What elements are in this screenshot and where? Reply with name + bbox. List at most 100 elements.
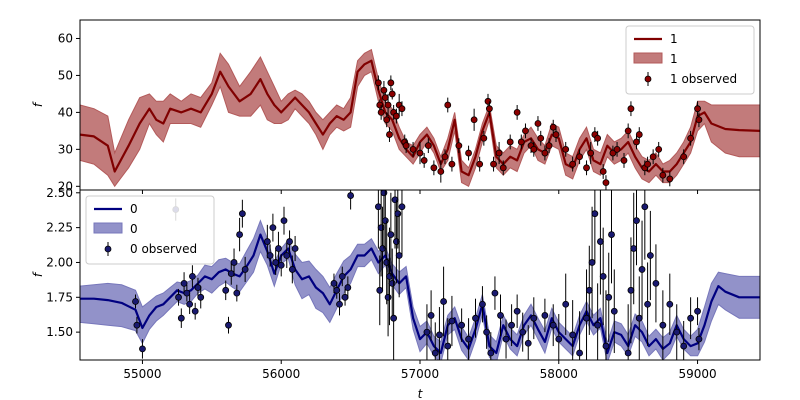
- bottom-xlabel: t: [418, 387, 424, 400]
- bottom-observed-point: [694, 307, 701, 315]
- bottom-observed-point: [591, 210, 599, 218]
- bottom-observed-point: [275, 245, 282, 252]
- bottom-observed-point: [390, 314, 398, 322]
- bottom-observed-point: [555, 335, 563, 343]
- bottom-observed-point: [177, 314, 185, 322]
- bottom-observed-point: [491, 289, 499, 297]
- bottom-observed-point: [197, 293, 205, 301]
- bottom-observed-point: [344, 284, 352, 291]
- top-legend-line-label: 1: [670, 32, 678, 46]
- top-observed-point: [420, 157, 428, 164]
- bottom-observed-point: [376, 286, 384, 294]
- bottom-observed-point: [391, 196, 399, 204]
- bottom-observed-point: [423, 328, 431, 336]
- bottom-observed-point: [608, 231, 615, 238]
- bottom-observed-point: [483, 328, 491, 336]
- bottom-observed-point: [624, 349, 632, 357]
- bottom-observed-point: [186, 300, 194, 308]
- bottom-observed-point: [659, 321, 667, 329]
- bottom-observed-point: [269, 224, 277, 232]
- top-observed-point: [437, 168, 445, 175]
- bottom-ytick-label: 2.25: [46, 221, 73, 235]
- top-observed-point: [545, 142, 553, 150]
- top-observed-point: [513, 108, 521, 116]
- bottom-observed-point: [508, 321, 515, 329]
- top-observed-point: [374, 79, 382, 87]
- bottom-legend-points-label: 0 observed: [130, 242, 197, 256]
- bottom-observed-point: [487, 349, 495, 357]
- bottom-observed-point: [180, 279, 188, 287]
- bottom-observed-point: [666, 300, 674, 308]
- top-model-line: [80, 59, 760, 177]
- bottom-observed-point: [479, 300, 486, 308]
- top-observed-point: [409, 145, 417, 153]
- bottom-observed-point: [549, 321, 557, 329]
- top-observed-point: [381, 94, 389, 102]
- top-legend-box: [625, 25, 755, 95]
- top-observed-point: [383, 116, 391, 124]
- bottom-observed-point: [599, 272, 607, 280]
- bottom-observed-point: [272, 259, 280, 266]
- bottom-observed-point: [472, 314, 479, 322]
- bottom-observed-point: [610, 307, 618, 315]
- bottom-observed-point: [641, 203, 649, 211]
- bottom-observed-point: [635, 314, 643, 322]
- top-observed-point: [534, 120, 542, 127]
- bottom-observed-point: [377, 224, 385, 232]
- bottom-observed-point: [386, 272, 393, 280]
- bottom-observed-point: [236, 231, 243, 238]
- top-observed-point: [666, 175, 674, 183]
- bottom-ylabel: f: [31, 271, 45, 277]
- bottom-observed-point: [530, 314, 538, 322]
- bottom-observed-point: [393, 238, 400, 245]
- bottom-observed-point: [194, 284, 202, 291]
- bottom-observed-point: [380, 190, 388, 197]
- top-ytick-label: 40: [58, 105, 73, 119]
- top-observed-point: [609, 149, 617, 157]
- bottom-observed-point: [465, 335, 472, 343]
- top-observed-point: [376, 101, 384, 109]
- bottom-observed-point: [627, 286, 635, 294]
- bottom-observed-point: [394, 210, 402, 218]
- bottom-observed-point: [395, 252, 403, 259]
- bottom-observed-point: [569, 331, 577, 339]
- top-observed-point: [495, 149, 503, 157]
- top-observed-point: [398, 105, 406, 113]
- top-observed-point: [694, 105, 701, 113]
- top-observed-point: [499, 164, 507, 172]
- bottom-observed-point: [263, 238, 271, 245]
- bottom-xtick-label: 58000: [540, 367, 578, 381]
- top-observed-point: [476, 160, 484, 168]
- top-observed-point: [444, 101, 452, 109]
- top-observed-point: [506, 138, 514, 146]
- bottom-xtick-label: 57000: [401, 367, 439, 381]
- bottom-observed-point: [687, 314, 695, 322]
- bottom-ytick-label: 1.75: [46, 290, 73, 304]
- bottom-observed-point: [191, 307, 199, 315]
- bottom-observed-point: [638, 266, 646, 273]
- top-observed-point: [387, 79, 395, 87]
- bottom-ytick-label: 1.50: [46, 325, 73, 339]
- bottom-observed-point: [519, 328, 527, 336]
- bottom-observed-point: [562, 300, 570, 308]
- bottom-observed-point: [630, 245, 638, 252]
- bottom-observed-point: [680, 342, 688, 350]
- top-observed-point: [465, 149, 472, 157]
- top-observed-point: [441, 153, 449, 161]
- top-observed-point: [680, 153, 688, 161]
- bottom-legend-box: [85, 195, 215, 265]
- bottom-observed-point: [458, 321, 466, 329]
- top-observed-point: [424, 142, 432, 150]
- top-observed-point: [517, 138, 525, 146]
- top-legend-band-label: 1: [670, 52, 678, 66]
- bottom-observed-point: [222, 286, 230, 294]
- bottom-observed-point: [383, 259, 391, 266]
- bottom-observed-point: [266, 252, 274, 259]
- bottom-xtick-label: 56000: [262, 367, 300, 381]
- bottom-confidence-band: [80, 219, 760, 360]
- bottom-observed-point: [440, 298, 447, 305]
- bottom-observed-point: [227, 270, 235, 278]
- top-plot-area: [80, 48, 760, 190]
- top-observed-point: [576, 153, 583, 161]
- bottom-observed-point: [132, 298, 139, 305]
